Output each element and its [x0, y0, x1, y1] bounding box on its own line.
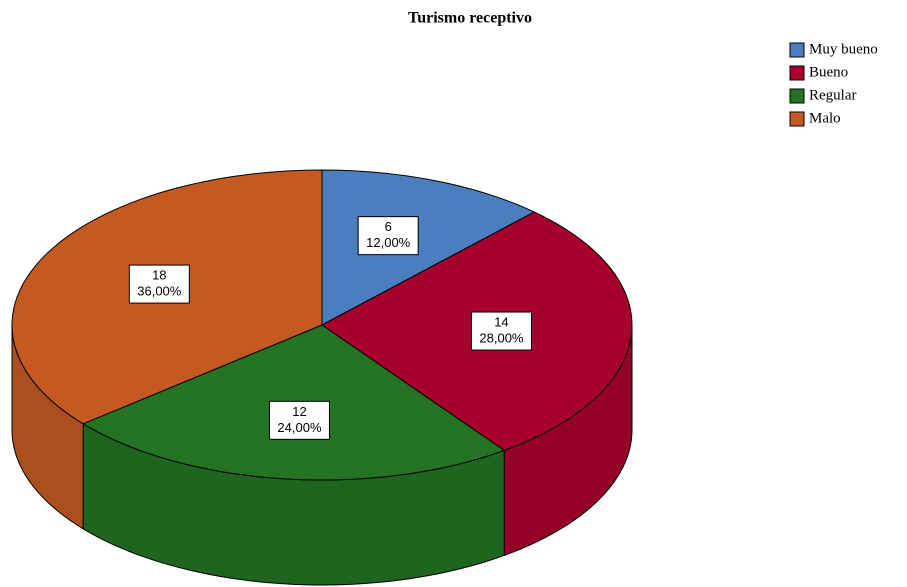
legend-label: Regular [809, 87, 856, 103]
chart-title: Turismo receptivo [408, 10, 532, 27]
legend-swatch [789, 88, 805, 104]
data-label-percent: 24,00% [277, 420, 322, 435]
data-label-percent: 36,00% [137, 284, 182, 299]
legend-label: Malo [809, 110, 841, 126]
slice [321, 169, 536, 326]
data-label-value: 6 [385, 219, 392, 234]
data-label-value: 18 [152, 268, 166, 283]
data-label-box [357, 216, 419, 256]
data-label-box [470, 311, 532, 351]
data-label-box [268, 400, 330, 440]
legend-swatch [789, 111, 805, 127]
legend-swatch [789, 65, 805, 81]
data-label-percent: 12,00% [366, 235, 411, 250]
legend-label: Muy bueno [809, 41, 878, 57]
legend-label: Bueno [809, 64, 848, 80]
legend-swatch [789, 42, 805, 58]
data-label-percent: 28,00% [479, 330, 524, 345]
data-label-value: 14 [494, 314, 508, 329]
data-label-box [128, 264, 190, 304]
data-label-value: 12 [292, 404, 306, 419]
